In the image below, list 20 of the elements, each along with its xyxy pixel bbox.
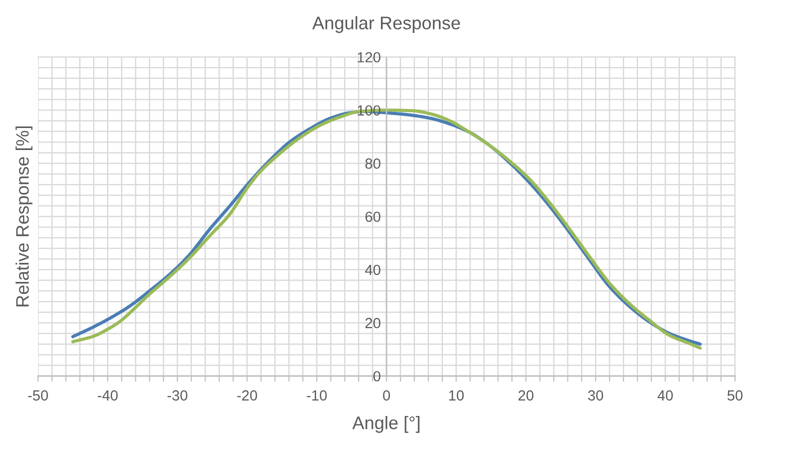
x-tick-label: 30 (588, 390, 604, 401)
y-axis-title: Relative Response [%] (16, 126, 32, 306)
y-tick-label: 20 (365, 318, 380, 328)
y-tick-label: 120 (358, 52, 380, 62)
x-tick-label: -50 (28, 390, 48, 401)
x-tick-label: 0 (383, 390, 390, 401)
x-tick-label: 40 (658, 390, 673, 401)
x-tick-label: 20 (518, 390, 534, 401)
x-tick-label: -20 (237, 390, 258, 401)
x-tick-label: 50 (727, 390, 743, 401)
x-axis-title: Angle [°] (352, 416, 420, 433)
x-tick-label: -30 (168, 390, 188, 401)
chart-title: Angular Response (312, 16, 460, 33)
y-tick-label: 40 (365, 264, 380, 276)
x-tick-label: -40 (98, 390, 118, 401)
x-tick-label: 10 (449, 390, 464, 401)
y-tick-label: 0 (373, 371, 380, 382)
x-tick-label: -10 (306, 390, 327, 401)
y-tick-label: 80 (365, 158, 380, 169)
y-tick-label: 60 (365, 212, 380, 222)
